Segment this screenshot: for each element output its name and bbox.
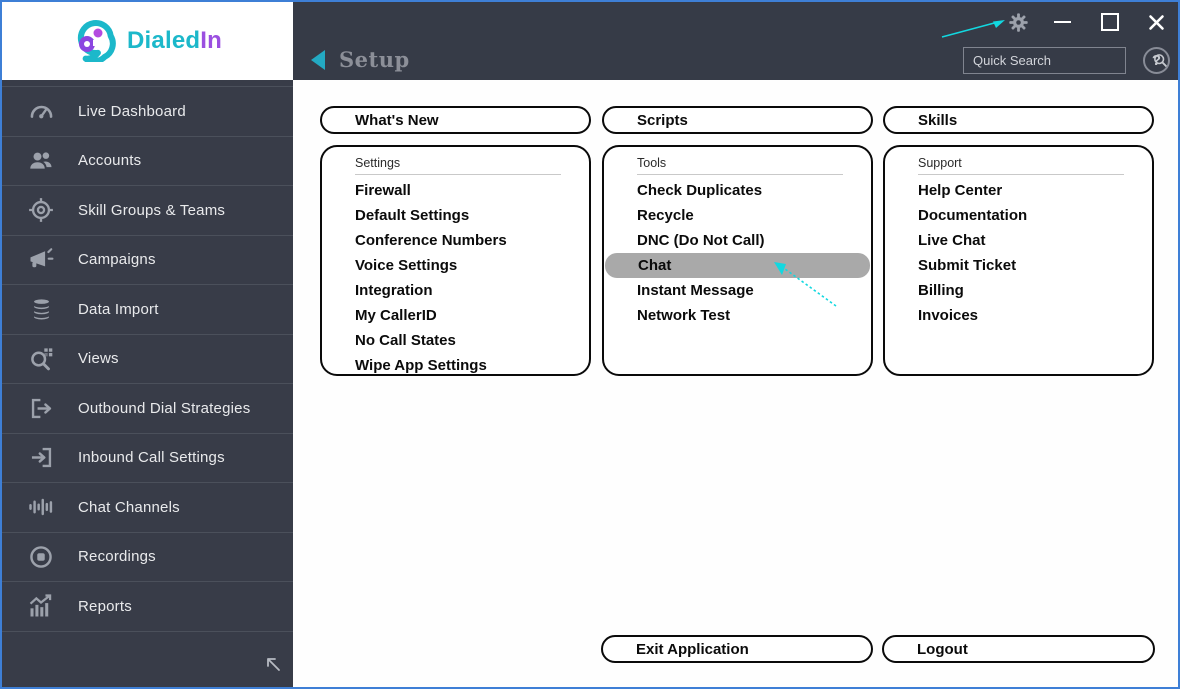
brand-name: DialedIn bbox=[127, 27, 222, 55]
sidebar-item-chat-channels[interactable]: Chat Channels bbox=[2, 483, 293, 533]
sidebar-item-campaigns[interactable]: Campaigns bbox=[2, 236, 293, 285]
minimize-button[interactable] bbox=[1050, 10, 1074, 34]
tools-panel: Tools Check Duplicates Recycle DNC (Do N… bbox=[602, 145, 873, 376]
settings-panel-list: Firewall Default Settings Conference Num… bbox=[322, 178, 589, 374]
logo-panel: DialedIn bbox=[2, 2, 293, 80]
sidebar-item-inbound-call-settings[interactable]: Inbound Call Settings bbox=[2, 434, 293, 483]
close-button[interactable] bbox=[1144, 10, 1168, 34]
main-content: What's New Scripts Skills Settings Firew… bbox=[293, 80, 1178, 687]
logout-button[interactable]: Logout bbox=[882, 635, 1155, 663]
sidebar-item-label: Campaigns bbox=[78, 251, 156, 269]
sign-out-icon bbox=[26, 395, 56, 422]
sidebar-nav: Live Dashboard Accounts Skill Groups & T… bbox=[2, 86, 293, 632]
sidebar-item-recordings[interactable]: Recordings bbox=[2, 533, 293, 582]
settings-default-settings-item[interactable]: Default Settings bbox=[355, 207, 470, 224]
settings-integration-item[interactable]: Integration bbox=[355, 282, 433, 299]
exit-application-button[interactable]: Exit Application bbox=[601, 635, 873, 663]
brand-primary: Dialed bbox=[127, 27, 201, 54]
divider bbox=[637, 174, 843, 175]
tools-network-test-item[interactable]: Network Test bbox=[637, 307, 731, 324]
support-live-chat-item[interactable]: Live Chat bbox=[918, 232, 986, 249]
quick-search-input[interactable] bbox=[964, 53, 1153, 68]
sign-in-icon bbox=[26, 444, 56, 471]
target-icon bbox=[26, 196, 56, 224]
brand-secondary: In bbox=[200, 27, 222, 54]
support-panel-title: Support bbox=[918, 156, 962, 170]
sidebar-item-outbound-dial-strategies[interactable]: Outbound Dial Strategies bbox=[2, 384, 293, 434]
settings-firewall-item[interactable]: Firewall bbox=[355, 182, 411, 199]
sidebar-item-label: Recordings bbox=[78, 548, 156, 566]
sidebar-item-label: Reports bbox=[78, 597, 132, 615]
page-title: Setup bbox=[339, 47, 410, 72]
support-billing-item[interactable]: Billing bbox=[918, 282, 964, 299]
database-icon bbox=[26, 296, 56, 323]
sidebar-item-label: Inbound Call Settings bbox=[78, 449, 225, 467]
tools-chat-item[interactable]: Chat bbox=[605, 253, 870, 278]
sidebar-item-label: Outbound Dial Strategies bbox=[78, 399, 251, 417]
tools-recycle-item[interactable]: Recycle bbox=[637, 207, 694, 224]
divider bbox=[918, 174, 1124, 175]
settings-voice-settings-item[interactable]: Voice Settings bbox=[355, 257, 458, 274]
maximize-button[interactable] bbox=[1098, 10, 1122, 34]
chart-icon bbox=[26, 592, 56, 620]
sidebar-item-label: Live Dashboard bbox=[78, 102, 186, 120]
search-grid-icon bbox=[26, 345, 56, 372]
sidebar-item-data-import[interactable]: Data Import bbox=[2, 285, 293, 335]
sidebar-item-label: Accounts bbox=[78, 152, 142, 170]
title-bar: Setup ? bbox=[293, 2, 1178, 80]
settings-my-callerid-item[interactable]: My CallerID bbox=[355, 307, 437, 324]
sidebar-item-views[interactable]: Views bbox=[2, 335, 293, 384]
support-invoices-item[interactable]: Invoices bbox=[918, 307, 979, 324]
support-help-center-item[interactable]: Help Center bbox=[918, 182, 1003, 199]
help-button[interactable]: ? bbox=[1143, 47, 1170, 74]
sidebar-item-accounts[interactable]: Accounts bbox=[2, 137, 293, 186]
close-icon bbox=[1148, 14, 1164, 30]
settings-panel-title: Settings bbox=[355, 156, 401, 170]
users-icon bbox=[26, 147, 56, 175]
tools-panel-title: Tools bbox=[637, 156, 667, 170]
logout-label: Logout bbox=[917, 640, 968, 658]
settings-no-call-states-item[interactable]: No Call States bbox=[355, 332, 456, 349]
support-panel-list: Help Center Documentation Live Chat Subm… bbox=[885, 178, 1152, 328]
sidebar-item-live-dashboard[interactable]: Live Dashboard bbox=[2, 87, 293, 137]
settings-wipe-app-settings-item[interactable]: Wipe App Settings bbox=[355, 357, 487, 374]
sidebar-item-label: Chat Channels bbox=[78, 498, 180, 516]
skills-button[interactable]: Skills bbox=[883, 106, 1154, 134]
skills-label: Skills bbox=[918, 111, 958, 129]
settings-panel: Settings Firewall Default Settings Confe… bbox=[320, 145, 591, 376]
dialedin-logo-icon bbox=[73, 16, 119, 67]
support-submit-ticket-item[interactable]: Submit Ticket bbox=[918, 257, 1017, 274]
support-panel: Support Help Center Documentation Live C… bbox=[883, 145, 1154, 376]
gauge-icon bbox=[26, 98, 56, 125]
divider bbox=[355, 174, 561, 175]
tools-instant-message-item[interactable]: Instant Message bbox=[637, 282, 754, 299]
scripts-label: Scripts bbox=[637, 111, 688, 129]
support-documentation-item[interactable]: Documentation bbox=[918, 207, 1028, 224]
maximize-icon bbox=[1101, 13, 1119, 31]
whats-new-label: What's New bbox=[355, 111, 439, 129]
sidebar-item-skill-groups-teams[interactable]: Skill Groups & Teams bbox=[2, 186, 293, 236]
whats-new-button[interactable]: What's New bbox=[320, 106, 591, 134]
tools-check-duplicates-item[interactable]: Check Duplicates bbox=[637, 182, 763, 199]
tools-dnc-item[interactable]: DNC (Do Not Call) bbox=[637, 232, 765, 249]
help-label: ? bbox=[1151, 52, 1162, 69]
sidebar-item-label: Views bbox=[78, 350, 119, 368]
scripts-button[interactable]: Scripts bbox=[602, 106, 873, 134]
sidebar-item-reports[interactable]: Reports bbox=[2, 582, 293, 632]
quick-search-box bbox=[963, 47, 1168, 74]
settings-conference-numbers-item[interactable]: Conference Numbers bbox=[355, 232, 507, 249]
exit-application-label: Exit Application bbox=[636, 640, 749, 658]
collapse-sidebar-button[interactable] bbox=[263, 654, 283, 679]
record-stop-icon bbox=[26, 543, 56, 571]
tools-panel-list: Check Duplicates Recycle DNC (Do Not Cal… bbox=[604, 178, 871, 328]
sidebar: Live Dashboard Accounts Skill Groups & T… bbox=[2, 80, 293, 687]
minimize-icon bbox=[1053, 21, 1071, 23]
settings-gear-icon[interactable] bbox=[1006, 10, 1030, 34]
sidebar-item-label: Skill Groups & Teams bbox=[78, 201, 226, 219]
waveform-icon bbox=[26, 493, 56, 521]
megaphone-icon bbox=[26, 246, 56, 274]
sidebar-item-label: Data Import bbox=[78, 300, 159, 318]
back-arrow-icon[interactable] bbox=[311, 50, 325, 70]
